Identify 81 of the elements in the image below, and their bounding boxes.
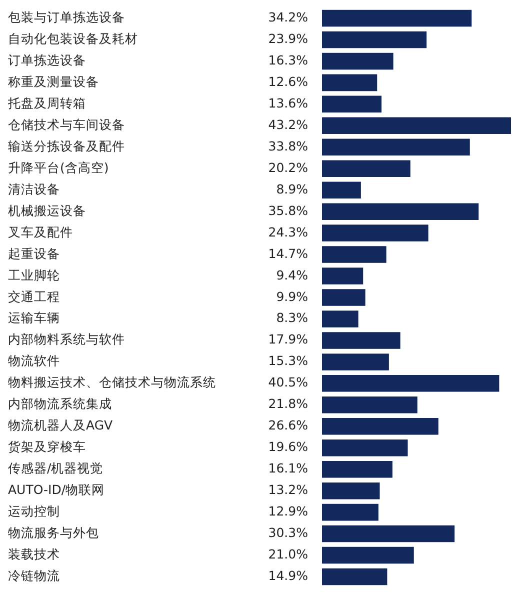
y-tick-label: 工业脚轮 (8, 267, 60, 282)
bar (322, 138, 470, 156)
y-tick-label: 称重及测量设备 (8, 74, 99, 89)
data-label: 21.8% (268, 396, 308, 412)
bar (322, 182, 361, 198)
bar (322, 354, 389, 370)
bar (322, 525, 455, 542)
y-tick-label: 冷链物流 (8, 568, 60, 584)
bar (322, 418, 438, 435)
data-label: 30.3% (268, 525, 308, 540)
data-label: 12.6% (268, 74, 308, 89)
y-tick-label: 内部物流系统集成 (8, 396, 112, 412)
y-tick-label: 起重设备 (8, 246, 60, 261)
y-tick-label: 升降平台(含高空) (8, 160, 109, 175)
data-label: 15.3% (268, 353, 308, 368)
data-label: 12.9% (268, 504, 308, 519)
data-label: 43.2% (268, 116, 308, 132)
bar (322, 375, 500, 392)
data-label: 9.9% (276, 288, 308, 304)
y-tick-label: 物流服务与外包 (8, 525, 99, 540)
y-tick-label: 装载技术 (8, 546, 60, 562)
bar (322, 504, 378, 521)
data-label: 16.1% (268, 460, 308, 476)
data-label: 33.8% (268, 138, 308, 154)
bar (322, 52, 394, 70)
bar (322, 31, 427, 48)
y-tick-label: 叉车及配件 (8, 224, 73, 240)
y-tick-label: 运动控制 (8, 504, 60, 519)
y-tick-label: 货架及穿梭车 (8, 439, 86, 454)
data-label: 17.9% (268, 332, 308, 347)
data-label: 19.6% (268, 439, 308, 454)
data-label: 9.4% (276, 267, 308, 282)
y-tick-label: 机械搬运设备 (8, 202, 86, 218)
bar (322, 10, 472, 27)
y-tick-label: 内部物料系统与软件 (8, 332, 125, 347)
bar (322, 439, 408, 456)
data-label: 40.5% (268, 374, 308, 390)
bar (322, 268, 364, 284)
bar (322, 482, 380, 500)
bar (322, 117, 511, 134)
y-tick-label: 物流软件 (8, 353, 60, 368)
y-tick-label: 包装与订单拣选设备 (8, 9, 125, 24)
data-label: 14.7% (268, 246, 308, 261)
y-tick-label: 物流机器人及AGV (8, 418, 114, 433)
bar (322, 203, 479, 220)
y-tick-label: 清洁设备 (8, 181, 60, 196)
bar (322, 568, 388, 586)
y-tick-label: 仓储技术与车间设备 (8, 116, 125, 132)
y-tick-label: 自动化包装设备及耗材 (8, 30, 138, 46)
bar (322, 546, 414, 564)
data-label: 21.0% (268, 546, 308, 562)
bar (322, 332, 400, 349)
y-tick-label: AUTO-ID/物联网 (8, 482, 105, 498)
bar (322, 224, 428, 242)
data-label: 24.3% (268, 224, 308, 240)
y-tick-label: 物料搬运技术、仓储技术与物流系统 (8, 374, 216, 390)
data-label: 14.9% (268, 568, 308, 584)
data-label: 8.3% (276, 310, 308, 326)
data-label: 16.3% (268, 52, 308, 68)
data-label: 20.2% (268, 160, 308, 175)
bar (322, 289, 366, 306)
bar (322, 96, 382, 113)
y-tick-label: 传感器/机器视觉 (8, 460, 104, 476)
bar (322, 74, 378, 92)
bar (322, 310, 358, 328)
data-label: 23.9% (268, 30, 308, 46)
data-label: 13.2% (268, 482, 308, 498)
data-label: 26.6% (268, 418, 308, 433)
bar (322, 460, 392, 478)
y-tick-label: 交通工程 (8, 288, 60, 304)
y-tick-label: 运输车辆 (8, 310, 60, 326)
bar (322, 396, 418, 414)
y-tick-label: 托盘及周转箱 (7, 95, 86, 110)
y-tick-label: 输送分拣设备及配件 (8, 138, 125, 154)
data-label: 34.2% (268, 9, 308, 24)
data-label: 35.8% (268, 202, 308, 218)
data-label: 13.6% (268, 95, 308, 110)
y-tick-label: 订单拣选设备 (8, 52, 86, 68)
data-label: 8.9% (276, 181, 308, 196)
bar (322, 160, 410, 177)
bar (322, 246, 386, 263)
